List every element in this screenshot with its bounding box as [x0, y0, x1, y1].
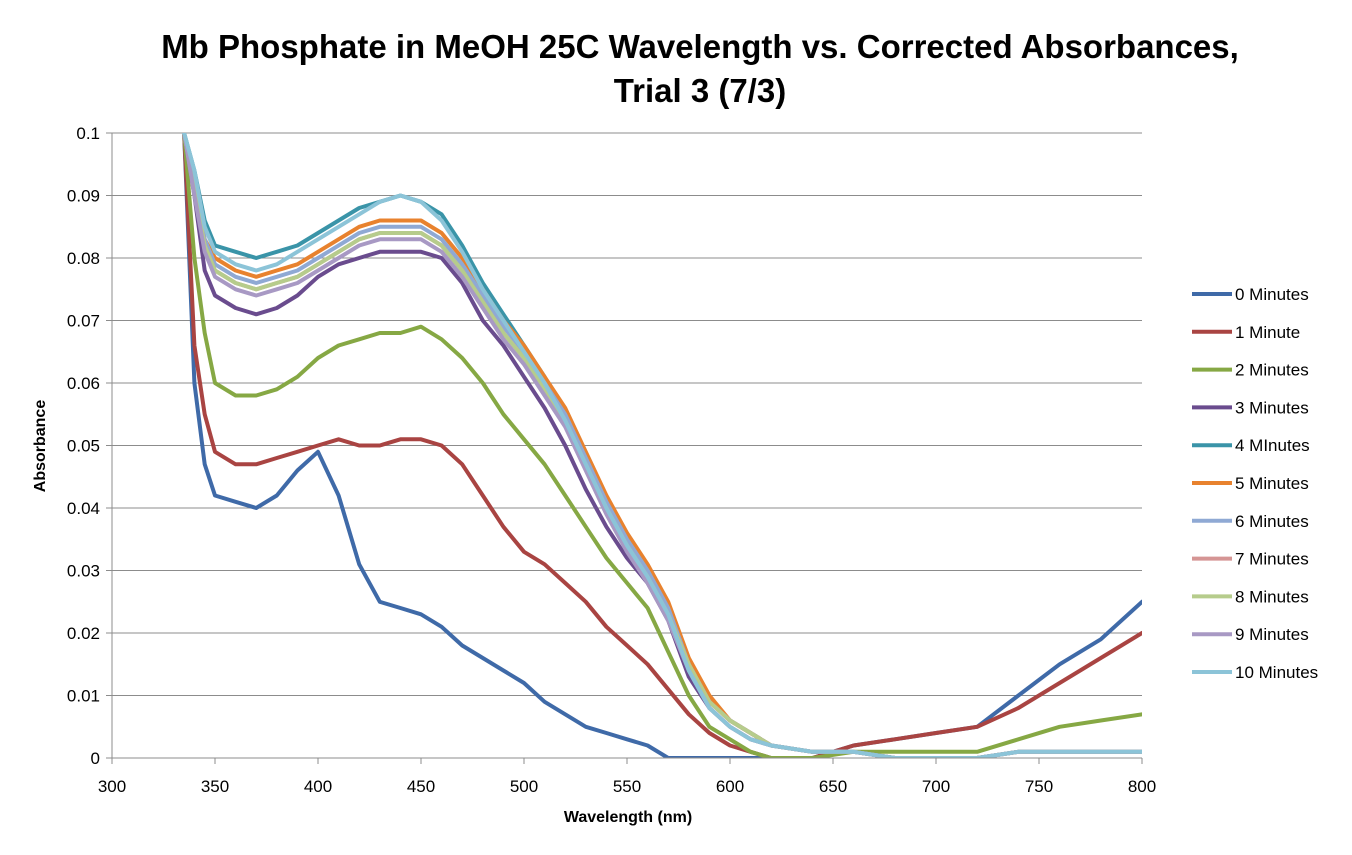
legend-label: 1 Minute	[1235, 323, 1300, 342]
series-line-1	[182, 133, 1142, 758]
x-tick-label: 550	[613, 777, 641, 796]
legend-label: 10 Minutes	[1235, 663, 1318, 682]
y-tick-label: 0.1	[76, 124, 100, 143]
x-axis-label: Wavelength (nm)	[564, 809, 692, 826]
chart-title-line2: Trial 3 (7/3)	[614, 72, 786, 109]
legend-label: 0 Minutes	[1235, 285, 1309, 304]
gridlines	[112, 132, 1142, 696]
series-line-2	[182, 133, 1142, 758]
legend-label: 2 Minutes	[1235, 361, 1309, 380]
legend-label: 4 MInutes	[1235, 436, 1310, 455]
legend-label: 8 Minutes	[1235, 587, 1309, 606]
chart-title-line1: Mb Phosphate in MeOH 25C Wavelength vs. …	[161, 28, 1239, 65]
y-tick-label: 0.05	[67, 437, 100, 456]
x-tick-label: 650	[819, 777, 847, 796]
legend-label: 7 Minutes	[1235, 550, 1309, 569]
x-tick-label: 350	[201, 777, 229, 796]
x-tick-label: 300	[98, 777, 126, 796]
legend-label: 6 Minutes	[1235, 512, 1309, 531]
x-tick-label: 700	[922, 777, 950, 796]
y-tick-label: 0	[91, 749, 100, 768]
x-tick-label: 800	[1128, 777, 1156, 796]
x-tick-label: 400	[304, 777, 332, 796]
legend-label: 9 Minutes	[1235, 625, 1309, 644]
legend: 0 Minutes 1 Minute 2 Minutes 3 Minutes 4 MIn…	[1192, 285, 1318, 682]
y-tick-label: 0.04	[67, 499, 100, 518]
axes: 0 0.01 0.02 0.03 0.04 0.05 0.06 0.07 0.08 0.09 0.1…	[67, 124, 1156, 796]
x-tick-label: 750	[1025, 777, 1053, 796]
x-tick-label: 600	[716, 777, 744, 796]
legend-label: 5 Minutes	[1235, 474, 1309, 493]
y-tick-label: 0.07	[67, 312, 100, 331]
y-tick-label: 0.01	[67, 687, 100, 706]
plot-area	[182, 133, 1142, 758]
y-tick-label: 0.02	[67, 624, 100, 643]
x-tick-label: 450	[407, 777, 435, 796]
y-tick-label: 0.09	[67, 187, 100, 206]
legend-label: 3 Minutes	[1235, 398, 1309, 417]
y-tick-label: 0.08	[67, 249, 100, 268]
x-tick-label: 500	[510, 777, 538, 796]
y-tick-label: 0.03	[67, 562, 100, 581]
y-tick-label: 0.06	[67, 374, 100, 393]
series-line-10	[182, 133, 1142, 758]
y-axis-label: Absorbance	[32, 400, 49, 493]
